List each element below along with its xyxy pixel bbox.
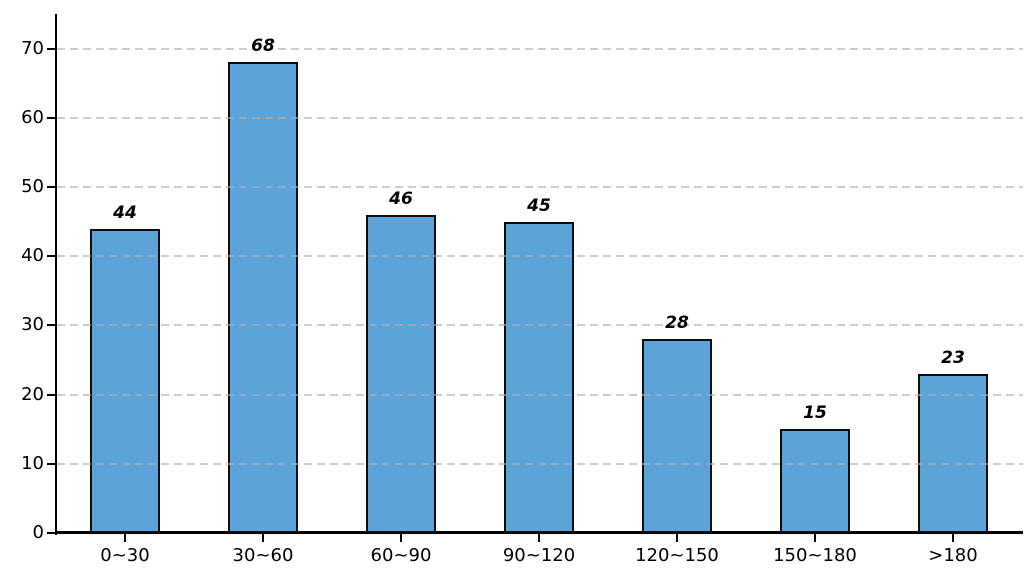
bar-0~30[interactable] bbox=[90, 228, 160, 533]
y-tick-label-50: 50 bbox=[21, 176, 44, 197]
y-tick-mark-50 bbox=[47, 186, 55, 188]
bar-30~60[interactable] bbox=[228, 62, 298, 533]
bar-value-label->180: 23 bbox=[941, 347, 965, 368]
x-tick-label-150~180: 150~180 bbox=[773, 545, 857, 566]
x-tick-mark->180 bbox=[952, 533, 954, 542]
x-tick-label->180: >180 bbox=[928, 545, 978, 566]
y-axis-spine bbox=[55, 14, 57, 535]
y-tick-mark-30 bbox=[47, 324, 55, 327]
bar-120~150[interactable] bbox=[642, 339, 712, 533]
x-tick-mark-30~60 bbox=[262, 533, 264, 542]
y-tick-mark-20 bbox=[47, 393, 55, 396]
bar-90~120[interactable] bbox=[504, 221, 574, 533]
bar-value-label-0~30: 44 bbox=[113, 202, 137, 223]
x-tick-label-120~150: 120~150 bbox=[635, 545, 719, 566]
y-tick-label-20: 20 bbox=[21, 383, 44, 405]
bar-value-label-150~180: 15 bbox=[803, 403, 827, 424]
x-tick-mark-150~180 bbox=[814, 533, 816, 542]
y-tick-mark-70 bbox=[47, 47, 55, 50]
bar-150~180[interactable] bbox=[780, 429, 850, 533]
bar-value-label-30~60: 68 bbox=[251, 36, 275, 57]
x-tick-label-30~60: 30~60 bbox=[232, 545, 294, 566]
y-tick-mark-60 bbox=[47, 116, 55, 119]
x-tick-label-0~30: 0~30 bbox=[100, 545, 150, 566]
x-tick-label-60~90: 60~90 bbox=[370, 545, 432, 566]
y-tick-label-10: 10 bbox=[21, 452, 44, 474]
bar-60~90[interactable] bbox=[366, 214, 436, 533]
x-tick-mark-90~120 bbox=[538, 533, 540, 542]
y-tick-label-70: 70 bbox=[21, 37, 44, 59]
bar-value-label-120~150: 28 bbox=[665, 313, 689, 334]
y-tick-label-40: 40 bbox=[21, 245, 44, 267]
y-tick-mark-10 bbox=[47, 462, 55, 465]
x-tick-mark-60~90 bbox=[400, 533, 402, 542]
x-tick-mark-120~150 bbox=[676, 533, 678, 542]
y-tick-label-60: 60 bbox=[21, 106, 44, 128]
y-tick-label-30: 30 bbox=[21, 314, 44, 336]
bar-value-label-60~90: 46 bbox=[389, 188, 413, 209]
bar->180[interactable] bbox=[918, 373, 988, 533]
x-tick-label-90~120: 90~120 bbox=[502, 545, 576, 566]
bar-value-label-90~120: 45 bbox=[527, 195, 551, 216]
y-tick-label-0: 0 bbox=[32, 522, 44, 543]
y-tick-mark-0 bbox=[47, 532, 55, 534]
x-tick-mark-0~30 bbox=[124, 533, 126, 542]
y-tick-mark-40 bbox=[47, 255, 55, 258]
